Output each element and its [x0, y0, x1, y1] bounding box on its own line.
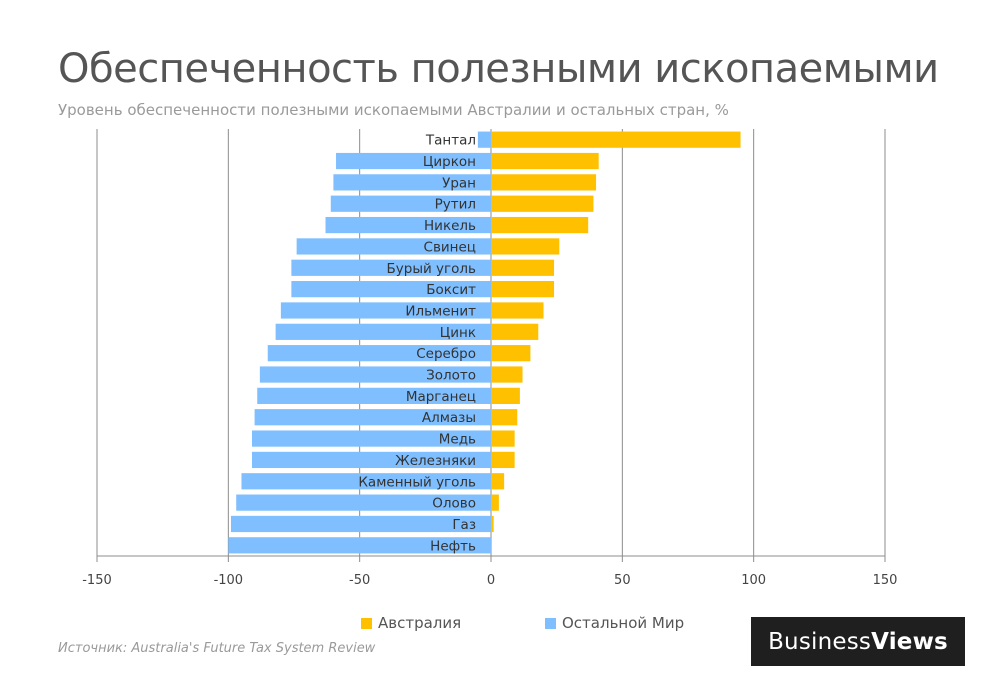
- bar-australia-buryi-ugol: [491, 259, 555, 276]
- bar-rest-olovo: [236, 494, 491, 511]
- x-tick-label: 50: [614, 573, 631, 588]
- bar-rest-ilmenit: [280, 302, 491, 319]
- category-label-zoloto: Золото: [426, 368, 476, 384]
- logo-text-business: Business: [768, 628, 872, 655]
- x-tick-label: -50: [349, 573, 370, 588]
- category-label-boksit: Боксит: [426, 282, 476, 298]
- chart-subtitle: Уровень обеспеченности полезными ископае…: [58, 101, 729, 119]
- category-label-zhelezniaki: Железняки: [395, 453, 476, 469]
- logo-text-views: Views: [871, 628, 948, 655]
- x-tick-label: -150: [82, 573, 112, 588]
- bar-australia-tsink: [491, 323, 539, 340]
- legend-item-australia: Австралия: [361, 614, 461, 632]
- category-label-almazy: Алмазы: [422, 410, 476, 426]
- bar-australia-tantal: [491, 131, 741, 148]
- category-label-svinets: Свинец: [424, 239, 476, 255]
- bar-rest-neft: [228, 537, 492, 554]
- bar-rest-rutil: [330, 195, 491, 212]
- bar-rest-kamennyi-ugol: [241, 473, 491, 490]
- bar-rest-zoloto: [259, 366, 491, 383]
- category-label-nikel: Никель: [424, 218, 476, 234]
- category-label-ilmenit: Ильменит: [405, 303, 476, 319]
- category-label-buryi-ugol: Бурый уголь: [387, 261, 477, 277]
- bar-australia-svinets: [491, 238, 560, 255]
- bar-australia-gaz: [491, 515, 494, 533]
- chart-title: Обеспеченность полезными ископаемыми: [58, 46, 939, 92]
- x-tick-label: 100: [741, 573, 766, 588]
- bar-rest-boksit: [291, 281, 491, 298]
- bar-rest-buryi-ugol: [291, 259, 491, 276]
- bar-rest-tantal: [477, 131, 491, 148]
- x-tick-label: 150: [873, 573, 898, 588]
- bar-australia-serebro: [491, 345, 531, 362]
- category-label-marganets: Марганец: [406, 389, 476, 405]
- bar-australia-olovo: [491, 494, 499, 511]
- category-label-med: Медь: [439, 432, 476, 448]
- bar-australia-ilmenit: [491, 302, 544, 319]
- source-note: Источник: Australia's Future Tax System …: [58, 641, 376, 656]
- bar-australia-kamennyi-ugol: [491, 473, 505, 490]
- bar-australia-uran: [491, 174, 597, 191]
- bar-rest-almazy: [254, 409, 491, 426]
- bar-australia-boksit: [491, 281, 555, 298]
- category-label-uran: Уран: [442, 175, 476, 191]
- bar-rest-nikel: [325, 216, 491, 234]
- bar-australia-zirkon: [491, 152, 599, 170]
- bar-rest-zirkon: [336, 152, 491, 170]
- legend-item-rest-of-world: Остальной Мир: [545, 614, 684, 632]
- bar-australia-med: [491, 430, 515, 447]
- bar-rest-svinets: [296, 238, 491, 255]
- bar-rest-uran: [333, 174, 491, 191]
- category-label-gaz: Газ: [452, 517, 476, 533]
- bar-australia-zhelezniaki: [491, 451, 515, 469]
- category-label-zirkon: Циркон: [423, 154, 476, 170]
- bar-rest-tsink: [275, 323, 491, 340]
- bar-rest-serebro: [267, 345, 491, 362]
- bar-rest-gaz: [230, 515, 491, 533]
- category-label-olovo: Олово: [432, 496, 476, 512]
- bar-rest-marganets: [257, 387, 491, 404]
- legend-label-rest-of-world: Остальной Мир: [562, 614, 685, 632]
- legend-swatch-australia: [361, 617, 372, 629]
- bar-australia-nikel: [491, 216, 589, 234]
- category-label-serebro: Серебро: [416, 346, 476, 362]
- bar-australia-rutil: [491, 195, 594, 212]
- legend-swatch-rest-of-world: [545, 617, 556, 629]
- bar-rest-zhelezniaki: [251, 451, 491, 469]
- x-tick-label: -100: [214, 573, 244, 588]
- category-label-neft: Нефть: [430, 538, 476, 554]
- legend-label-australia: Австралия: [378, 614, 462, 632]
- bar-australia-zoloto: [491, 366, 523, 383]
- category-label-kamennyi-ugol: Каменный уголь: [358, 474, 476, 490]
- category-label-rutil: Рутил: [435, 197, 476, 213]
- x-tick-label: 0: [487, 573, 495, 588]
- bar-australia-marganets: [491, 387, 520, 404]
- category-label-tantal: Тантал: [425, 133, 476, 149]
- bar-chart: -150 -100 -50 0 50 100 150 Тантал Циркон Уран Рути…: [82, 129, 898, 588]
- bar-australia-almazy: [491, 409, 518, 426]
- businessviews-logo: Business Views: [751, 617, 965, 666]
- bar-rest-med: [251, 430, 491, 447]
- category-label-tsink: Цинк: [440, 325, 476, 341]
